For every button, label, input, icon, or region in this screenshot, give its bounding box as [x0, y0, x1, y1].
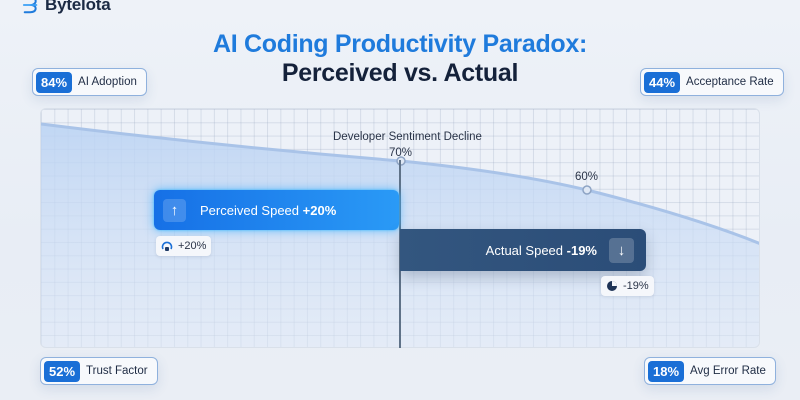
stat-value: 84%: [36, 71, 73, 93]
actual-speed-label: Actual Speed: [485, 242, 564, 258]
stat-label: Avg Error Rate: [690, 365, 766, 377]
speedometer-icon: [160, 240, 173, 253]
perceived-chip-value: +20%: [178, 240, 207, 252]
stat-label: Acceptance Rate: [686, 76, 774, 88]
perceived-chip: +20%: [156, 236, 212, 256]
stat-value: 44%: [644, 71, 681, 93]
stat-avg-error-rate: 18% Avg Error Rate: [644, 357, 776, 385]
point-60: [582, 185, 592, 195]
arrow-down-icon: ↓: [609, 237, 634, 263]
actual-chip: -19%: [601, 276, 654, 296]
actual-chip-value: -19%: [623, 280, 649, 292]
title-line-1: AI Coding Productivity Paradox:: [212, 30, 588, 58]
perceived-speed-bar: ↑ Perceived Speed +20%: [154, 190, 399, 230]
bytelota-logo-icon: [22, 0, 38, 14]
actual-speed-value: -19%: [566, 242, 597, 258]
stat-trust-factor: 52% Trust Factor: [40, 357, 158, 385]
point-label-70: 70%: [389, 147, 413, 159]
stat-ai-adoption: 84% AI Adoption: [32, 68, 147, 96]
stat-acceptance-rate: 44% Acceptance Rate: [640, 68, 784, 96]
stat-label: Trust Factor: [86, 365, 148, 377]
annotation-title: Developer Sentiment Decline: [333, 131, 482, 143]
actual-speed-bar: Actual Speed -19% ↓: [400, 229, 646, 271]
brand-name: Bytelota: [45, 0, 111, 14]
perceived-speed-label: Perceived Speed: [200, 202, 300, 218]
stat-value: 52%: [44, 360, 81, 382]
stat-label: AI Adoption: [78, 76, 137, 88]
perceived-speed-text: Perceived Speed +20%: [200, 203, 336, 218]
title-line-2: Perceived vs. Actual: [281, 59, 519, 87]
actual-speed-text: Actual Speed -19%: [486, 243, 597, 258]
stat-value: 18%: [648, 360, 685, 382]
arrow-up-icon: ↑: [163, 198, 186, 222]
brand-logo: Bytelota: [22, 0, 111, 16]
point-label-60: 60%: [575, 171, 599, 183]
page-title: AI Coding Productivity Paradox: Perceive…: [0, 30, 800, 88]
perceived-speed-value: +20%: [302, 202, 337, 218]
pie-icon: [605, 280, 618, 293]
